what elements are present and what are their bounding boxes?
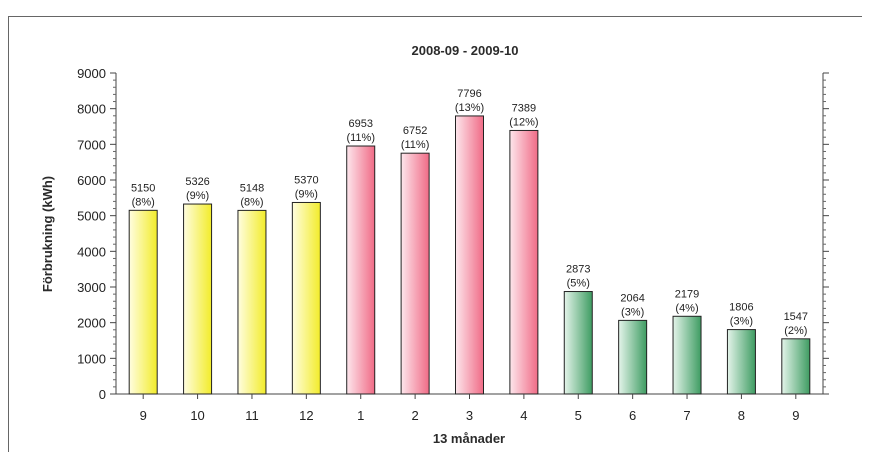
bar	[509, 129, 539, 395]
x-tick-label: 9	[792, 408, 799, 423]
x-tick-label: 1	[357, 408, 364, 423]
x-tick-label: 4	[520, 408, 527, 423]
y-tick-label: 4000	[77, 244, 106, 259]
bar	[291, 201, 321, 395]
bar	[563, 291, 593, 395]
bar-percent-label: (4%)	[675, 302, 698, 314]
bar-value-label: 2064	[620, 292, 644, 304]
bar	[237, 209, 267, 395]
y-axis-title: Förbrukning (kWh)	[40, 176, 55, 292]
x-tick-label: 6	[629, 408, 636, 423]
plot-area: 0100020003000400050006000700080009000515…	[77, 66, 829, 423]
x-tick-label: 10	[190, 408, 204, 423]
x-tick-label: 7	[683, 408, 690, 423]
bar-value-label: 5326	[185, 176, 209, 188]
bar-percent-label: (9%)	[186, 190, 209, 202]
y-tick-label: 7000	[77, 137, 106, 152]
x-tick-label: 2	[411, 408, 418, 423]
chart-frame	[8, 16, 862, 452]
bar-value-label: 1547	[784, 311, 808, 323]
x-axis-title: 13 månader	[433, 431, 505, 446]
x-tick-label: 9	[140, 408, 147, 423]
bar	[346, 145, 376, 395]
bar-value-label: 2873	[566, 264, 590, 276]
x-tick-label: 3	[466, 408, 473, 423]
y-tick-label: 3000	[77, 280, 106, 295]
bar	[618, 319, 648, 395]
bar	[128, 209, 158, 395]
y-tick-label: 2000	[77, 316, 106, 331]
x-tick-label: 8	[738, 408, 745, 423]
bar	[455, 115, 484, 395]
bar-value-label: 5370	[294, 174, 318, 186]
y-tick-label: 1000	[77, 351, 106, 366]
bar-percent-label: (11%)	[346, 132, 375, 144]
bar-value-label: 7389	[512, 102, 536, 114]
bar-value-label: 1806	[729, 302, 753, 314]
bar-percent-label: (13%)	[455, 102, 484, 114]
bar	[781, 338, 811, 395]
bar	[672, 315, 702, 395]
y-tick-label: 9000	[77, 66, 106, 81]
bar-percent-label: (2%)	[784, 325, 807, 337]
bar-value-label: 5150	[131, 182, 155, 194]
bar-value-label: 7796	[457, 88, 481, 100]
bar-value-label: 6953	[348, 118, 372, 130]
chart-title: 2008-09 - 2009-10	[412, 43, 519, 58]
y-tick-label: 5000	[77, 209, 106, 224]
bar	[726, 329, 756, 395]
bar-percent-label: (9%)	[295, 188, 318, 200]
x-tick-label: 5	[575, 408, 582, 423]
y-tick-label: 8000	[77, 102, 106, 117]
y-tick-label: 6000	[77, 173, 106, 188]
bar-percent-label: (8%)	[132, 196, 155, 208]
x-tick-label: 12	[299, 408, 313, 423]
bar-percent-label: (8%)	[240, 196, 263, 208]
bar-percent-label: (3%)	[621, 306, 644, 318]
bar-value-label: 5148	[240, 182, 264, 194]
bar-percent-label: (12%)	[509, 116, 538, 128]
bar-value-label: 6752	[403, 125, 427, 137]
bar	[183, 203, 213, 395]
bar-percent-label: (11%)	[401, 139, 430, 151]
bar	[400, 152, 430, 395]
y-tick-label: 0	[99, 387, 106, 402]
bar-percent-label: (3%)	[730, 316, 753, 328]
bar-value-label: 2179	[675, 288, 699, 300]
x-tick-label: 11	[245, 408, 259, 423]
bar-percent-label: (5%)	[567, 278, 590, 290]
